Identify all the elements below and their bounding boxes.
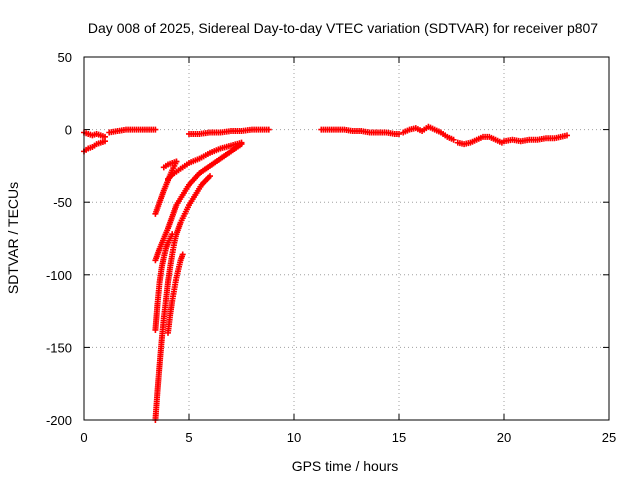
series-sat-c [106,126,159,136]
data-point [152,126,159,133]
series-sat-i [165,139,245,182]
data-point [450,136,457,143]
data-point [265,126,272,133]
data-point [564,132,570,139]
data-points [81,123,570,423]
data-point [396,130,402,137]
plot-frame [83,56,610,421]
chart-title: Day 008 of 2025, Sidereal Day-to-day VTE… [88,20,598,36]
y-tick-label: 50 [58,50,72,65]
x-tick-label: 10 [287,430,301,445]
x-axis-label: GPS time / hours [292,458,399,474]
y-axis-label: SDTVAR / TECUs [5,182,21,294]
y-tick-label: 0 [65,123,72,138]
data-point [179,251,186,258]
data-point [173,158,180,165]
series-sat-a [81,129,108,140]
data-point [102,138,108,145]
data-point [207,173,213,180]
series-sat-g [152,173,213,423]
x-tick-label: 5 [185,430,192,445]
series-sat-l [318,126,402,137]
data-point [238,139,245,146]
series-sat-m [400,123,457,143]
y-tick-label: -150 [46,340,72,355]
y-tick-label: -200 [46,413,72,428]
series-sat-d [152,158,180,217]
y-tick-label: -100 [46,268,72,283]
series-sat-f [152,231,176,333]
y-tick-label: -50 [53,195,72,210]
series-sat-k [186,126,272,137]
grid-lines [84,57,609,420]
x-tick-label: 25 [602,430,616,445]
x-tick-label: 15 [392,430,406,445]
series-sat-j [160,158,180,171]
series-sat-o [501,132,570,145]
axis-ticks: 0 5 10 15 20 25 50 0 -50 -100 -150 -200 [46,50,616,445]
x-tick-label: 0 [80,430,87,445]
x-tick-label: 20 [497,430,511,445]
series-sat-h [165,251,186,336]
series-sat-e [152,141,245,264]
